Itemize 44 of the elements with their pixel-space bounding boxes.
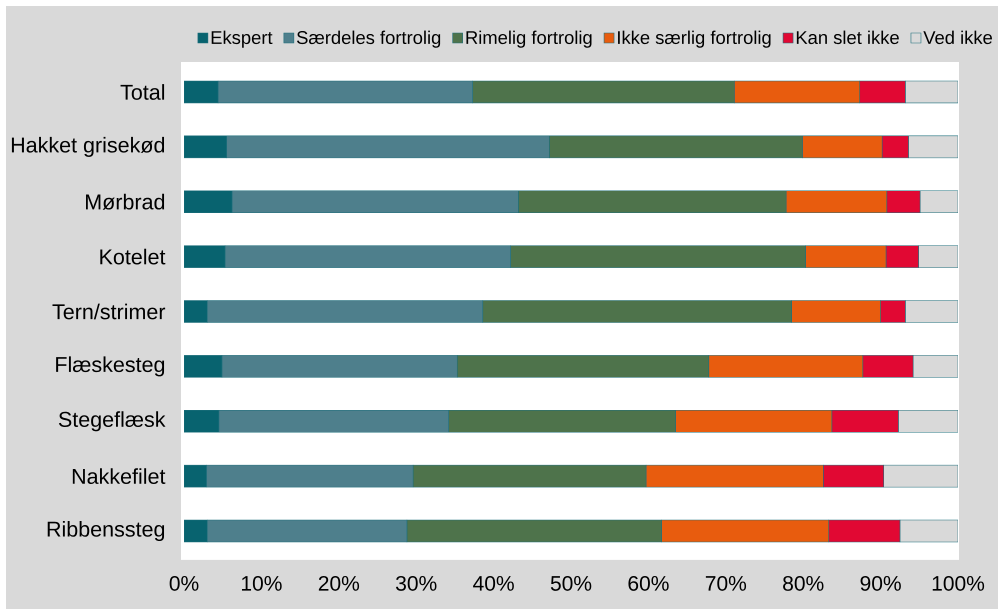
- y-tick-label: Total: [120, 84, 164, 100]
- x-tick-label: 40%: [473, 576, 514, 591]
- x-tick-label: 60%: [628, 576, 669, 591]
- bar: [898, 410, 958, 433]
- x-tick-label: 90%: [860, 576, 901, 591]
- y-tick-label: Hakket grisekød: [12, 136, 164, 157]
- bar: [920, 190, 958, 214]
- y-tick-label: Tern/strimer: [52, 304, 166, 320]
- bar: [900, 520, 958, 542]
- legend-label: Ikke særlig fortrolig: [618, 30, 771, 48]
- y-tick-label: Flæskesteg: [56, 356, 164, 376]
- legend-label: Ekspert: [212, 30, 272, 48]
- y-tick-label: Nakkefilet: [72, 468, 166, 484]
- legend-label: Særdeles fortrolig: [296, 30, 440, 48]
- bar: [184, 355, 222, 378]
- legend-label: Rimelig fortrolig: [466, 30, 592, 48]
- bar: [184, 410, 220, 433]
- y-tick-label: Kotelet: [100, 248, 166, 265]
- x-tick-label: 50%: [550, 576, 592, 591]
- bar: [184, 464, 207, 488]
- bar: [184, 136, 227, 158]
- bar: [883, 464, 958, 488]
- bar: [184, 245, 226, 268]
- bar: [905, 300, 958, 323]
- y-tick-label: Mørbrad: [86, 194, 164, 210]
- bar: [184, 520, 208, 542]
- bar: [184, 80, 218, 104]
- x-tick-label: 70%: [706, 576, 746, 591]
- x-tick-label: 80%: [783, 576, 824, 591]
- legend-label: Kan slet ikke: [796, 30, 899, 44]
- y-tick-label: Stegeflæsk: [58, 411, 166, 432]
- bar: [184, 190, 232, 214]
- x-tick-label: 100%: [932, 576, 984, 591]
- x-tick-label: 30%: [396, 576, 436, 591]
- x-tick-label: 10%: [242, 576, 282, 591]
- bar: [912, 355, 958, 378]
- bar: [908, 136, 958, 158]
- bar: [184, 300, 208, 323]
- x-tick-label: 0%: [170, 576, 198, 591]
- x-tick-label: 20%: [318, 576, 360, 591]
- legend-label: Ved ikke: [923, 30, 992, 44]
- bar: [918, 245, 958, 268]
- y-tick-label: Ribbenssteg: [48, 520, 164, 542]
- bar: [905, 80, 958, 104]
